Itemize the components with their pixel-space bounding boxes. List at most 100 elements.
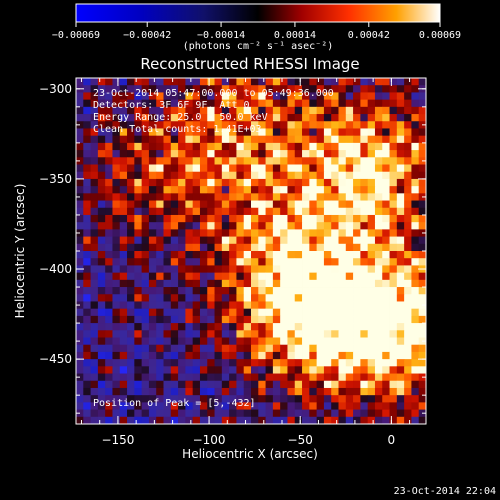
heatmap-cell <box>316 387 325 396</box>
heatmap-cell <box>287 99 296 108</box>
heatmap-cell <box>258 128 266 137</box>
heatmap-cell <box>192 92 201 101</box>
heatmap-cell <box>280 99 288 108</box>
heatmap-cell <box>170 214 179 223</box>
heatmap-cell <box>302 258 310 266</box>
heatmap-cell <box>76 279 84 288</box>
heatmap-cell <box>119 92 128 101</box>
heatmap-cell <box>302 85 310 93</box>
heatmap-cell <box>258 387 266 396</box>
heatmap-cell <box>170 344 179 353</box>
heatmap-cell <box>134 164 143 173</box>
heatmap-cell <box>396 301 405 310</box>
heatmap-cell <box>236 135 245 144</box>
heatmap-cell <box>192 85 201 93</box>
heatmap-cell <box>309 380 318 389</box>
heatmap-cell <box>411 323 420 331</box>
heatmap-cell <box>156 330 164 338</box>
heatmap-cell <box>243 308 252 317</box>
heatmap-cell <box>309 78 318 86</box>
heatmap-cell <box>178 409 186 418</box>
heatmap-cell <box>367 359 376 367</box>
heatmap-cell <box>411 395 420 403</box>
heatmap-cell <box>148 337 157 346</box>
heatmap-cell <box>192 186 201 194</box>
heatmap-cell <box>411 78 420 86</box>
heatmap-cell <box>97 128 106 137</box>
heatmap-cell <box>170 114 179 122</box>
heatmap-cell <box>396 164 405 173</box>
heatmap-cell <box>214 402 223 410</box>
heatmap-cell <box>331 416 339 424</box>
heatmap-cell <box>221 186 230 194</box>
heatmap-cell <box>207 92 215 101</box>
heatmap-cell <box>265 186 274 194</box>
heatmap-cell <box>105 178 113 187</box>
heatmap-cell <box>221 366 230 374</box>
heatmap-cell <box>214 243 223 252</box>
heatmap-cell <box>302 186 310 194</box>
heatmap-cell <box>170 258 179 266</box>
heatmap-cell <box>345 337 354 346</box>
heatmap-cell <box>76 92 84 101</box>
heatmap-cell <box>418 128 426 137</box>
heatmap-cell <box>192 207 201 216</box>
heatmap-cell <box>331 387 339 396</box>
heatmap-cell <box>323 78 332 86</box>
heatmap-cell <box>236 121 245 129</box>
heatmap-cell <box>323 330 332 338</box>
heatmap-cell <box>192 142 201 151</box>
heatmap-cell <box>243 193 252 201</box>
heatmap-cell <box>287 128 296 137</box>
heatmap-cell <box>265 157 274 165</box>
heatmap-cell <box>287 142 296 151</box>
heatmap-cell <box>367 279 376 288</box>
heatmap-cell <box>97 359 106 367</box>
heatmap-cell <box>411 121 420 129</box>
heatmap-cell <box>163 301 172 310</box>
heatmap-cell <box>411 178 420 187</box>
heatmap-cell <box>353 121 361 129</box>
heatmap-cell <box>97 135 106 144</box>
heatmap-cell <box>353 351 361 360</box>
heatmap-cell <box>323 207 332 216</box>
heatmap-cell <box>404 135 412 144</box>
heatmap-cell <box>418 315 426 324</box>
heatmap-cell <box>251 178 259 187</box>
heatmap-cell <box>185 265 194 274</box>
heatmap-cell <box>156 200 164 209</box>
heatmap-cell <box>199 387 208 396</box>
heatmap-cell <box>280 337 288 346</box>
heatmap-cell <box>83 128 91 137</box>
heatmap-cell <box>353 99 361 108</box>
heatmap-cell <box>323 178 332 187</box>
heatmap-cell <box>90 142 99 151</box>
heatmap-cell <box>331 142 339 151</box>
heatmap-cell <box>404 186 412 194</box>
heatmap-cell <box>360 99 369 108</box>
heatmap-cell <box>141 128 150 137</box>
heatmap-cell <box>83 157 91 165</box>
heatmap-cell <box>229 106 237 115</box>
heatmap-cell <box>236 186 245 194</box>
heatmap-cell <box>316 402 325 410</box>
heatmap-cell <box>76 99 84 108</box>
heatmap-cell <box>382 214 390 223</box>
heatmap-cell <box>316 337 325 346</box>
heatmap-cell <box>411 200 420 209</box>
heatmap-cell <box>207 279 215 288</box>
heatmap-cell <box>170 279 179 288</box>
heatmap-cell <box>353 214 361 223</box>
heatmap-cell <box>323 387 332 396</box>
heatmap-cell <box>105 272 113 281</box>
heatmap-cell <box>258 229 266 237</box>
annotation-line: Clean Total counts: 1.41E+03 <box>93 124 262 135</box>
heatmap-cell <box>192 200 201 209</box>
heatmap-cell <box>192 315 201 324</box>
heatmap-cell <box>367 301 376 310</box>
heatmap-cell <box>411 128 420 137</box>
heatmap-cell <box>345 294 354 302</box>
heatmap-cell <box>199 178 208 187</box>
heatmap-cell <box>229 128 237 137</box>
heatmap-cell <box>353 315 361 324</box>
